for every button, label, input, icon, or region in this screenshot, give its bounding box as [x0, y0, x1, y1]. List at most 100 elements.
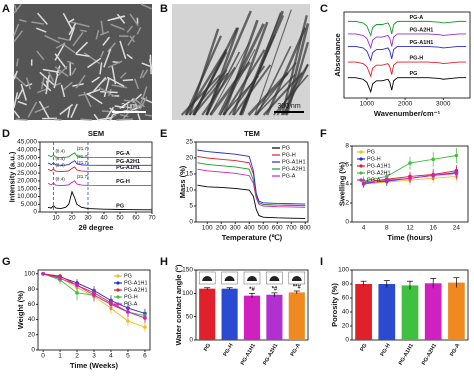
y-tick-label: 20 [28, 331, 36, 338]
y-tick-label: 40 [28, 316, 36, 323]
series-line [197, 168, 306, 208]
y-tick-label: 20 [186, 155, 194, 162]
panel-letter: F [320, 128, 327, 140]
texture [57, 65, 68, 77]
x-tick-label: PG-A1H1 [398, 343, 415, 367]
texture [119, 40, 127, 59]
texture [13, 30, 24, 43]
legend-marker [116, 274, 120, 278]
legend-label: PG-A2H1 [124, 287, 148, 293]
texture [141, 69, 149, 79]
y-tick-label: 30,000 [17, 162, 37, 169]
texture [209, 61, 251, 116]
x-tick-label: PG-A2H1 [421, 343, 438, 367]
y-tick-label: 8 [345, 143, 349, 150]
texture [54, 118, 62, 121]
x-tick-label: 30 [84, 215, 92, 222]
x-tick-label: 3000 [436, 101, 451, 108]
texture [218, 23, 265, 116]
y-tick-label: 20,000 [17, 178, 37, 185]
legend-marker [359, 164, 363, 168]
legend-label: PG-H [367, 156, 381, 162]
x-tick-label: 4 [362, 225, 366, 232]
texture [110, 23, 125, 31]
texture [127, 34, 136, 46]
texture [93, 76, 107, 92]
x-tick-label: 600 [272, 225, 283, 232]
texture [103, 78, 110, 98]
series-line [347, 20, 467, 37]
x-tick-label: 6 [143, 353, 147, 360]
y-tick-label: 25,000 [17, 170, 37, 177]
series-line [47, 166, 152, 173]
texture [86, 88, 101, 95]
texture [140, 3, 152, 10]
annotation: *# [272, 286, 278, 292]
x-tick-label: 500 [258, 225, 269, 232]
y-axis-label: Water contact angle (°) [174, 264, 183, 346]
texture [27, 101, 38, 118]
annotation: (21.7) [77, 154, 89, 159]
scale-label: 2 μm [121, 103, 137, 110]
bar [401, 285, 419, 340]
y-tick-label: 25 [186, 139, 194, 146]
bar [199, 288, 216, 340]
texture [36, 50, 45, 61]
texture [38, 100, 50, 119]
marker [75, 291, 79, 295]
texture [106, 76, 125, 87]
bar [424, 283, 442, 340]
series-label: PG-A2H1 [116, 159, 140, 165]
series-line [197, 162, 306, 207]
series-line [347, 33, 467, 50]
texture [99, 62, 103, 75]
texture [99, 30, 110, 36]
texture [36, 12, 48, 25]
texture [70, 103, 78, 118]
y-tick-label: 40 [342, 309, 350, 316]
legend-label: PG-A [367, 177, 381, 183]
legend-marker [359, 171, 363, 175]
texture [95, 29, 100, 40]
texture [256, 45, 292, 116]
x-tick-label: 300 [230, 225, 241, 232]
texture [119, 72, 127, 79]
y-tick-label: 80 [342, 281, 350, 288]
texture [223, 49, 266, 116]
panel-letter: A [2, 3, 10, 15]
texture [15, 118, 28, 121]
marker [385, 178, 389, 182]
y-tick-label: 100 [182, 290, 193, 297]
y-tick-label: 20 [342, 323, 350, 330]
x-tick-label: 200 [216, 225, 227, 232]
texture [132, 97, 145, 108]
texture [222, 19, 259, 116]
x-tick-label: 1000 [360, 101, 375, 108]
legend-marker [116, 281, 120, 285]
texture [87, 57, 102, 69]
series-line [347, 45, 467, 62]
texture [148, 59, 153, 70]
x-tick-label: 20 [68, 215, 76, 222]
x-tick-label: 100 [202, 225, 213, 232]
panel-letter: I [320, 256, 323, 268]
series-label: PG [410, 71, 418, 77]
series-line [197, 184, 306, 219]
annotation: (8.4) [55, 176, 65, 181]
texture [209, 42, 250, 116]
y-tick-label: 0 [345, 337, 349, 344]
legend-marker [116, 295, 120, 299]
marker [41, 272, 45, 276]
texture [44, 34, 60, 44]
texture [122, 78, 134, 82]
texture [189, 69, 228, 116]
tem-image [172, 4, 310, 120]
scale-label: 300 nm [277, 103, 301, 110]
y-tick-label: 60 [28, 301, 36, 308]
y-tick-label: 40,000 [17, 146, 37, 153]
texture [62, 43, 76, 54]
marker [454, 153, 459, 158]
bar [243, 295, 261, 340]
texture [133, 78, 140, 90]
texture [13, 110, 21, 119]
